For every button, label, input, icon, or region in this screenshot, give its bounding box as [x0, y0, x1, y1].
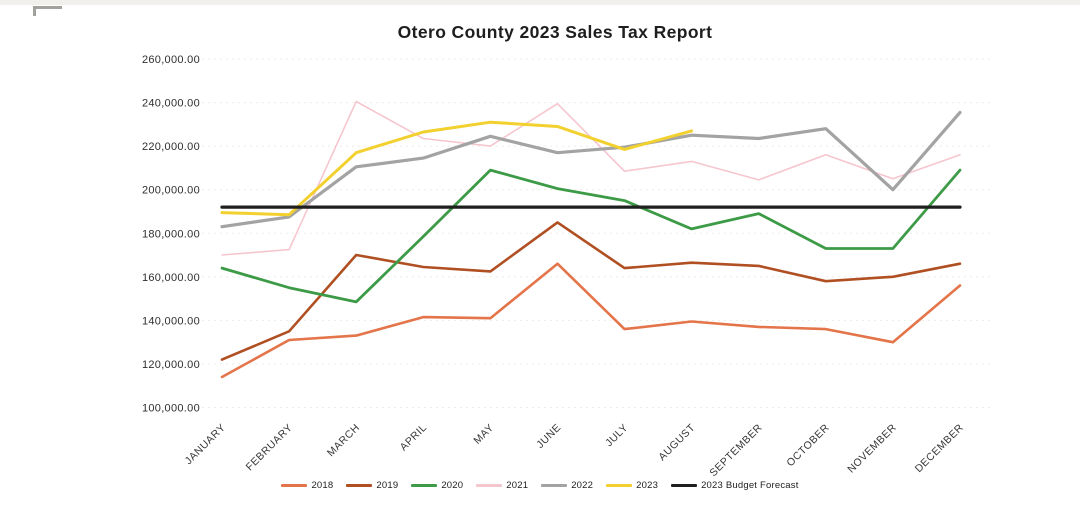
y-axis-tick-label: 260,000.00	[142, 54, 200, 66]
y-axis-tick-label: 160,000.00	[142, 272, 200, 284]
legend-item-2018: 2018	[281, 480, 333, 491]
series-line-2023	[220, 120, 694, 217]
y-axis-tick-label: 180,000.00	[142, 228, 200, 240]
x-axis-label-october: OCTOBER	[784, 422, 832, 470]
legend-item-2023: 2023	[606, 480, 658, 491]
x-axis-label-march: MARCH	[325, 422, 362, 459]
legend-label-2018: 2018	[311, 480, 334, 491]
y-axis-tick-label: 220,000.00	[142, 141, 200, 153]
x-axis-label-september: SEPTEMBER	[707, 422, 764, 479]
x-axis-label-february: FEBRUARY	[244, 422, 296, 474]
chart-legend: 2018 2019 2020 2021 2022 2023 2023 Budget Fore…	[0, 480, 1080, 491]
legend-item-2022: 2022	[541, 480, 593, 491]
y-axis-tick-label: 200,000.00	[142, 185, 200, 197]
legend-label-2023-budget-forecast: 2023 Budget Forecast	[701, 480, 799, 491]
legend-swatch-2018	[281, 484, 308, 487]
legend-label-2021: 2021	[506, 480, 529, 491]
legend-label-2019: 2019	[376, 480, 399, 491]
legend-item-2021: 2021	[476, 480, 528, 491]
x-axis-label-january: JANUARY	[183, 422, 228, 467]
legend-label-2020: 2020	[441, 480, 464, 491]
series-line-2021	[221, 100, 961, 256]
series-line-2020	[220, 168, 962, 304]
legend-item-2023-budget-forecast: 2023 Budget Forecast	[671, 480, 798, 491]
x-axis-label-april: APRIL	[398, 422, 430, 454]
y-axis-tick-label: 240,000.00	[142, 98, 200, 110]
legend-swatch-2023	[606, 484, 633, 487]
y-axis-tick-label: 140,000.00	[142, 315, 200, 327]
legend-swatch-2020	[411, 484, 438, 487]
series-line-2018	[220, 262, 962, 379]
legend-item-2020: 2020	[411, 480, 463, 491]
scan-corner-mark	[33, 6, 62, 16]
legend-label-2023: 2023	[636, 480, 659, 491]
legend-item-2019: 2019	[346, 480, 398, 491]
legend-swatch-2022	[541, 484, 568, 487]
x-axis-label-august: AUGUST	[656, 422, 698, 464]
scan-edge-artifact	[0, 0, 1080, 5]
chart-title: Otero County 2023 Sales Tax Report	[397, 22, 713, 42]
y-axis-tick-label: 100,000.00	[142, 403, 200, 415]
y-axis-tick-label: 120,000.00	[142, 359, 200, 371]
legend-swatch-2021	[476, 484, 503, 487]
x-axis-label-july: JULY	[603, 422, 631, 450]
legend-label-2022: 2022	[571, 480, 594, 491]
x-axis-label-december: DECEMBER	[913, 422, 966, 475]
legend-swatch-2023-budget-forecast	[671, 484, 698, 487]
x-axis-label-may: MAY	[471, 422, 496, 447]
series-line-2019	[220, 221, 962, 361]
x-axis-label-june: JUNE	[534, 422, 563, 451]
x-axis-label-november: NOVEMBER	[845, 422, 899, 476]
series-line-2022	[220, 110, 962, 229]
legend-swatch-2019	[346, 484, 373, 487]
